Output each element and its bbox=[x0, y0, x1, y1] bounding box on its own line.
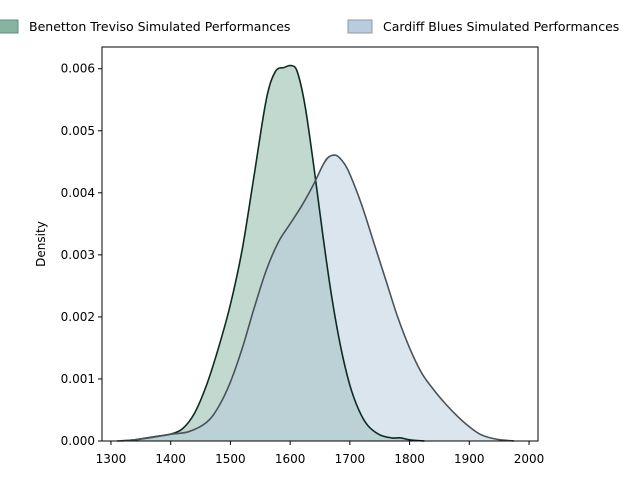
x-tick-label: 1600 bbox=[275, 452, 306, 466]
y-tick-label: 0.000 bbox=[61, 434, 95, 448]
density-line-1 bbox=[121, 64, 425, 442]
y-tick-label: 0.004 bbox=[61, 186, 95, 200]
plot-lines bbox=[116, 64, 515, 442]
density-area-2 bbox=[116, 155, 515, 442]
density-line-2 bbox=[116, 154, 515, 442]
plot-fills bbox=[116, 65, 515, 442]
x-tick-label: 1500 bbox=[215, 452, 246, 466]
x-tick-label: 2000 bbox=[514, 452, 545, 466]
x-tick-label: 1700 bbox=[335, 452, 366, 466]
y-tick-label: 0.002 bbox=[61, 310, 95, 324]
y-axis-label: Density bbox=[34, 221, 48, 267]
x-axis-ticks: 1300 1400 1500 1600 1700 1800 1900 2000 bbox=[96, 441, 545, 466]
x-tick-label: 1300 bbox=[96, 452, 127, 466]
legend-label-2: Cardiff Blues Simulated Performances bbox=[383, 19, 619, 34]
x-tick-label: 1400 bbox=[155, 452, 186, 466]
legend-swatch-1 bbox=[0, 19, 19, 34]
x-tick-label: 1900 bbox=[454, 452, 485, 466]
y-axis-ticks: 0.000 0.001 0.002 0.003 0.004 0.005 0.006 bbox=[61, 62, 102, 448]
axes-frame bbox=[101, 46, 539, 442]
y-tick-label: 0.005 bbox=[61, 124, 95, 138]
legend: Benetton Treviso Simulated Performances C… bbox=[0, 19, 619, 34]
legend-label-1: Benetton Treviso Simulated Performances bbox=[29, 19, 290, 34]
legend-swatch-2 bbox=[347, 19, 373, 34]
y-tick-label: 0.001 bbox=[61, 372, 95, 386]
y-tick-label: 0.003 bbox=[61, 248, 95, 262]
x-tick-label: 1800 bbox=[394, 452, 425, 466]
y-tick-label: 0.006 bbox=[61, 62, 95, 76]
